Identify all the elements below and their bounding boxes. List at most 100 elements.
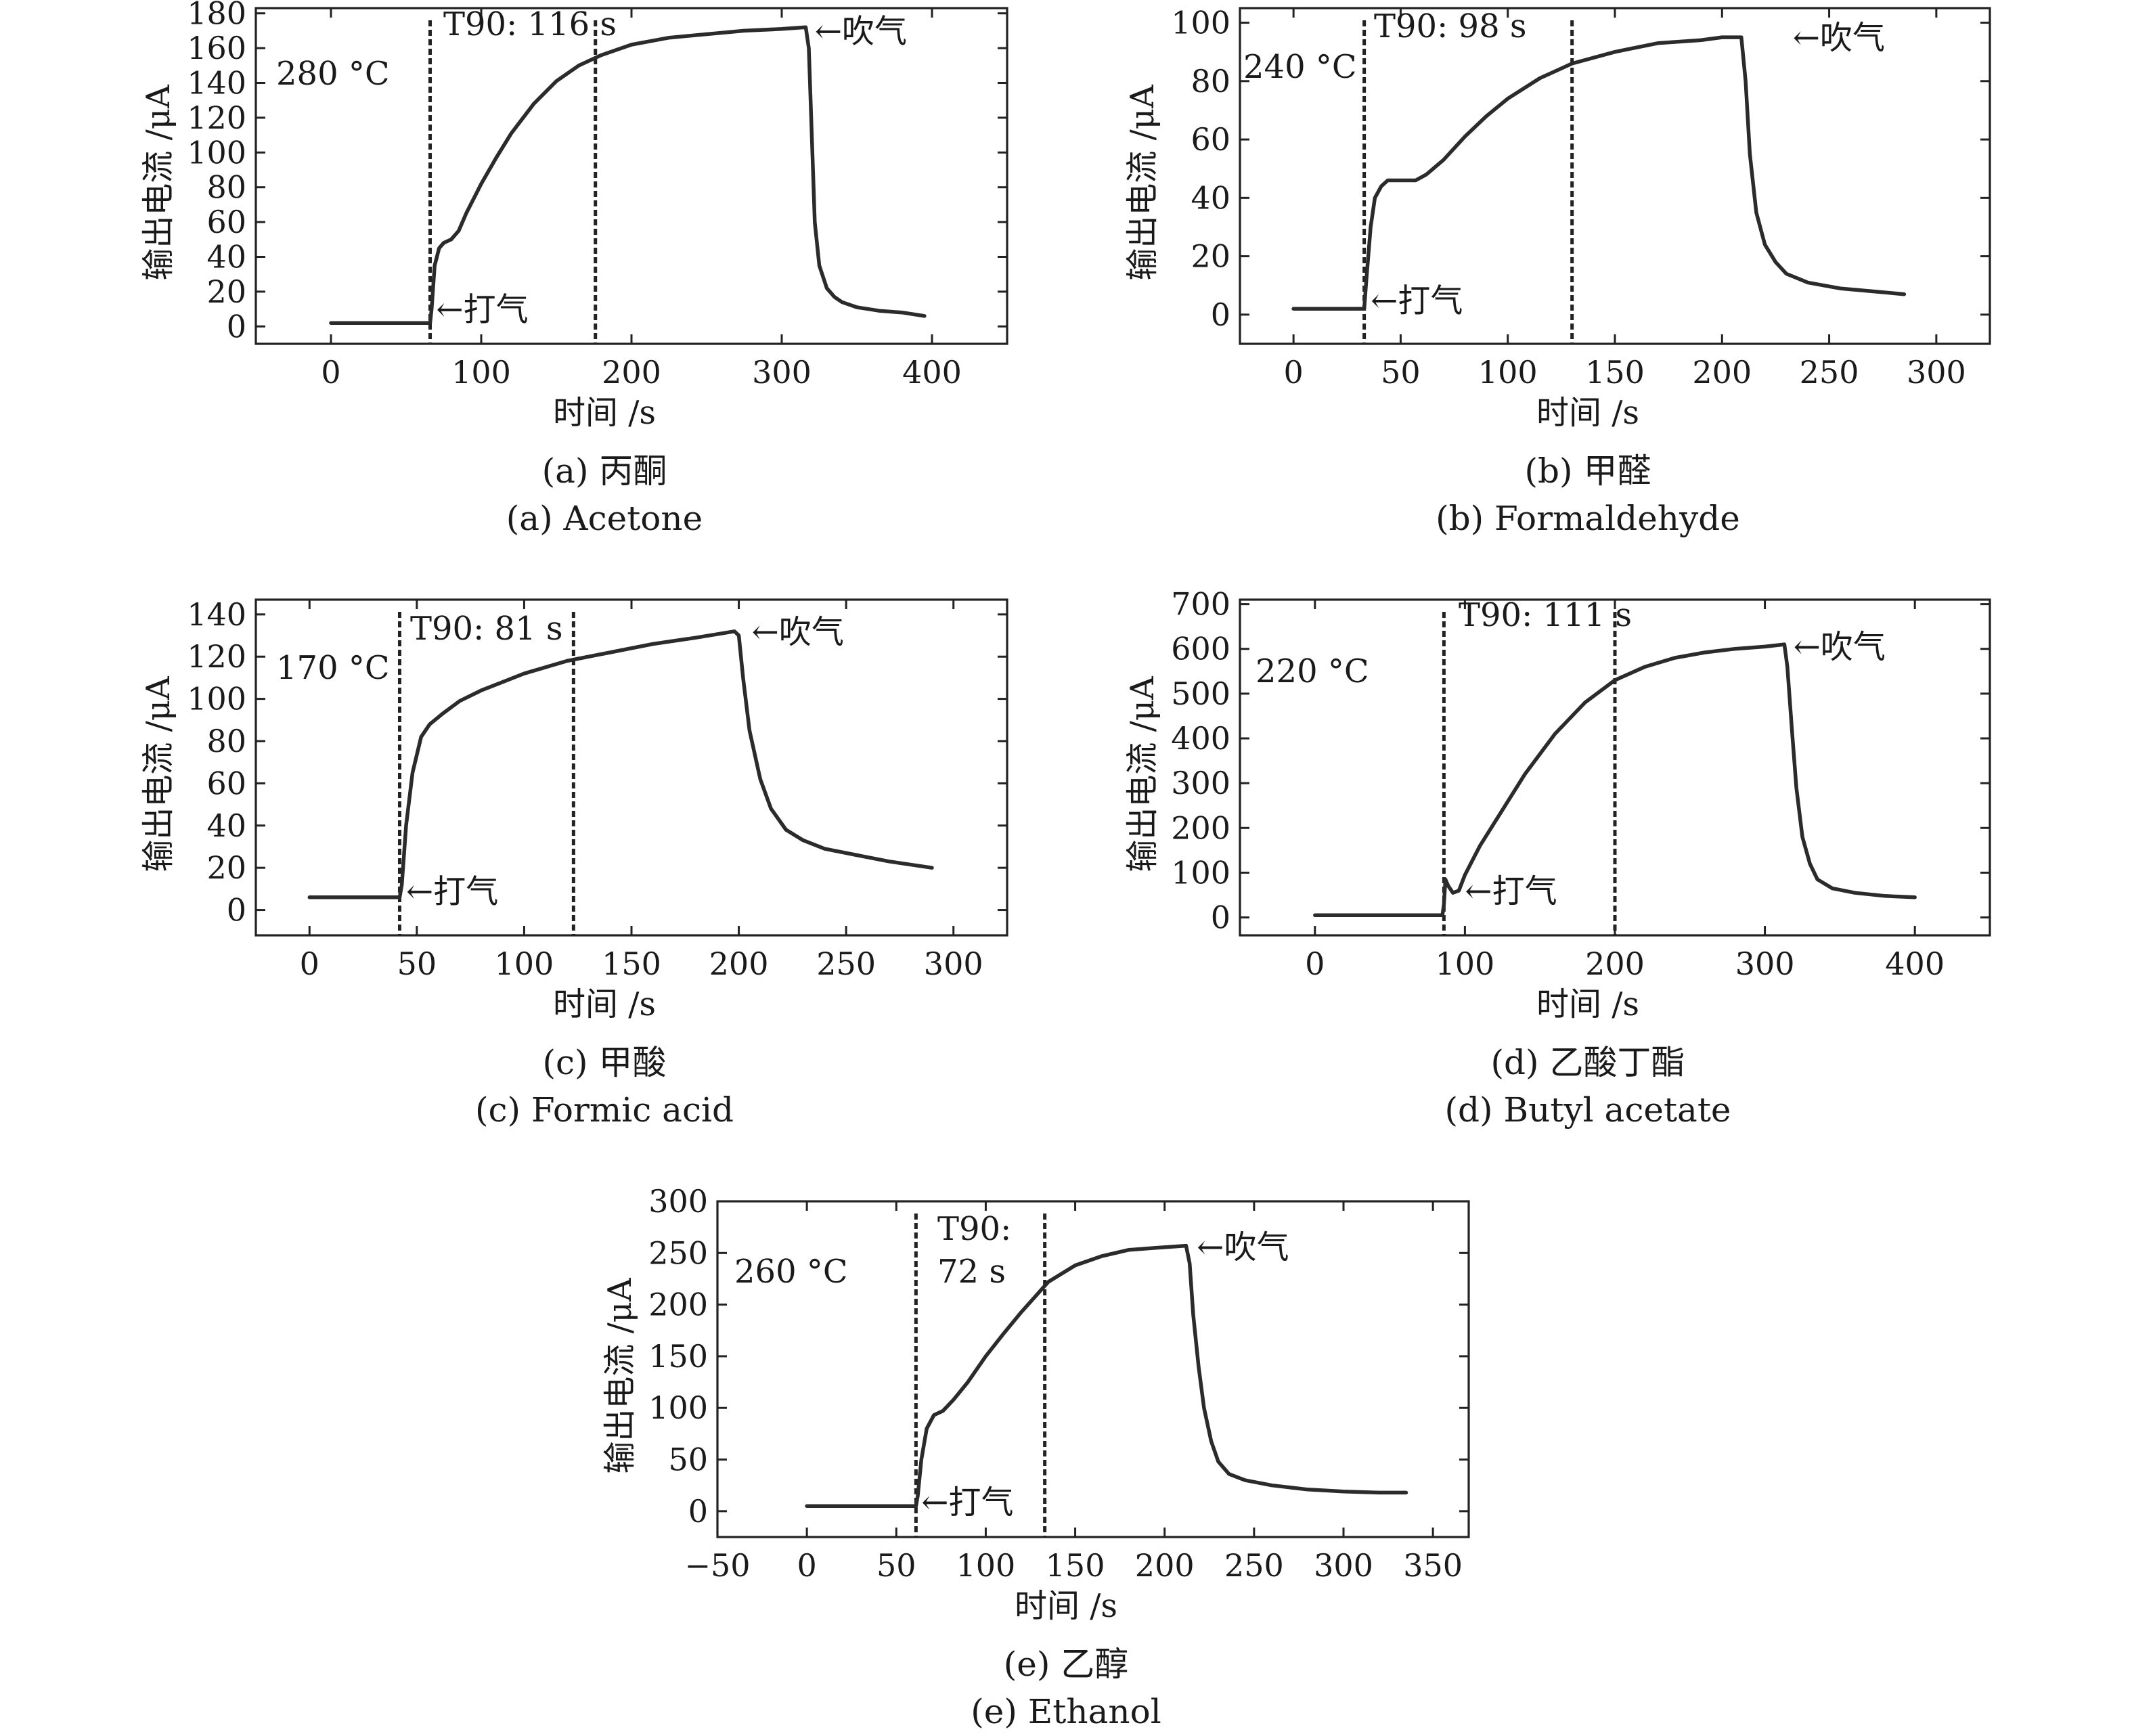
- y-axis-label: 输出电流 /μA: [601, 1277, 639, 1474]
- temperature-label: 280 °C: [276, 55, 390, 93]
- caption-chinese: (e) 乙醇: [1004, 1645, 1129, 1684]
- x-tick-label: 200: [709, 945, 769, 982]
- y-tick-label: 0: [688, 1493, 708, 1530]
- plot-frame: [716, 1200, 1470, 1538]
- purge-annotation: ←吹气: [1794, 628, 1886, 666]
- t90-label: T90: 98 s: [1374, 7, 1527, 45]
- x-tick-label: 100: [495, 945, 554, 982]
- x-tick-label: 0: [1305, 945, 1325, 982]
- x-tick-label: 200: [1692, 354, 1752, 391]
- y-tick-label: 400: [1171, 720, 1230, 757]
- x-tick-label: 200: [1135, 1547, 1195, 1584]
- x-tick-label: 300: [1907, 354, 1966, 391]
- x-axis-label: 时间 /s: [1536, 394, 1639, 432]
- x-tick-label: 100: [956, 1547, 1016, 1584]
- y-tick-label: 160: [187, 30, 246, 66]
- x-tick-label: 300: [752, 354, 812, 391]
- x-axis-label: 时间 /s: [553, 985, 656, 1023]
- x-axis-label: 时间 /s: [1015, 1587, 1117, 1625]
- x-tick-label: 50: [1381, 354, 1421, 391]
- purge-annotation: ←吹气: [752, 613, 844, 651]
- t90-label-line1: T90:: [937, 1210, 1011, 1248]
- y-tick-label: 300: [1171, 765, 1230, 801]
- x-tick-label: 250: [1800, 354, 1859, 391]
- inject-annotation: ←打气: [1371, 282, 1463, 319]
- y-tick-label: 0: [227, 892, 246, 929]
- x-tick-label: 0: [300, 945, 319, 982]
- y-tick-label: 40: [206, 239, 246, 275]
- y-tick-label: 100: [187, 681, 246, 717]
- caption-chinese: (a) 丙酮: [542, 451, 667, 491]
- x-tick-label: 250: [816, 945, 876, 982]
- temperature-label: 260 °C: [734, 1253, 848, 1291]
- chart-formic-acid: 0 50 100 150 200 250 300 0 20 40 60 80 100 120 140 时间 /…: [139, 596, 1008, 1130]
- y-tick-label: 100: [187, 134, 246, 171]
- temperature-label: 220 °C: [1256, 652, 1369, 690]
- response-curve: [307, 629, 934, 899]
- purge-annotation: ←吹气: [1793, 19, 1885, 57]
- x-tick-label: 0: [797, 1547, 817, 1584]
- y-axis-label: 输出电流 /μA: [1124, 84, 1161, 281]
- y-axis-label: 输出电流 /μA: [139, 84, 177, 281]
- y-tick-label: 100: [648, 1389, 708, 1426]
- y-tick-label: 40: [206, 807, 246, 844]
- caption-chinese: (d) 乙酸丁酯: [1491, 1043, 1685, 1082]
- y-tick-label: 300: [648, 1183, 708, 1220]
- y-tick-label: 80: [1191, 63, 1230, 99]
- purge-annotation: ←吹气: [1197, 1228, 1289, 1266]
- caption-chinese: (c) 甲酸: [543, 1043, 667, 1082]
- response-curve: [805, 1243, 1408, 1508]
- t90-label: T90: 81 s: [410, 610, 563, 648]
- caption-english: (c) Formic acid: [475, 1090, 734, 1130]
- y-tick-label: 20: [206, 849, 246, 886]
- inject-annotation: ←打气: [1465, 872, 1557, 910]
- y-tick-label: 120: [187, 638, 246, 675]
- t90-label-line2: 72 s: [937, 1253, 1006, 1291]
- x-tick-label: 150: [1585, 354, 1645, 391]
- x-tick-label: 150: [602, 945, 661, 982]
- y-tick-label: 700: [1171, 586, 1230, 623]
- inject-annotation: ←打气: [436, 291, 528, 329]
- x-tick-label: 200: [1585, 945, 1645, 982]
- y-tick-label: 60: [1191, 121, 1230, 158]
- y-tick-label: 60: [206, 765, 246, 801]
- y-tick-label: 0: [227, 308, 246, 344]
- caption-english: (e) Ethanol: [971, 1692, 1161, 1731]
- x-tick-label: 300: [1314, 1547, 1373, 1584]
- y-tick-label: 80: [206, 169, 246, 206]
- purge-annotation: ←吹气: [815, 12, 907, 50]
- x-axis-label: 时间 /s: [1536, 985, 1639, 1023]
- chart-butyl-acetate: 0 100 200 300 400 0 100 200 300 400 500 600 700 时间 /s…: [1124, 586, 1991, 1130]
- y-tick-label: 20: [1191, 238, 1230, 275]
- y-tick-label: 40: [1191, 179, 1230, 216]
- y-tick-label: 250: [648, 1234, 708, 1271]
- x-tick-label: 400: [902, 354, 962, 391]
- y-axis-label: 输出电流 /μA: [1124, 675, 1161, 872]
- chart-acetone: 0 100 200 300 400020406080100120140160180时间 …: [139, 0, 1008, 538]
- x-tick-label: −50: [684, 1547, 750, 1584]
- temperature-label: 240 °C: [1243, 48, 1357, 86]
- x-tick-label: 300: [1735, 945, 1795, 982]
- x-tick-label: 250: [1224, 1547, 1284, 1584]
- x-tick-label: 100: [451, 354, 511, 391]
- inject-annotation: ←打气: [921, 1484, 1013, 1521]
- y-tick-label: 140: [187, 65, 246, 102]
- y-axis-label: 输出电流 /μA: [139, 675, 177, 872]
- caption-english: (a) Acetone: [506, 499, 703, 538]
- y-tick-label: 140: [187, 596, 246, 633]
- y-tick-label: 200: [1171, 809, 1230, 846]
- response-curve: [329, 25, 927, 325]
- x-tick-label: 200: [602, 354, 661, 391]
- y-tick-label: 600: [1171, 631, 1230, 667]
- y-tick-label: 150: [648, 1338, 708, 1375]
- y-tick-label: 0: [1211, 296, 1230, 333]
- caption-english: (b) Formaldehyde: [1436, 499, 1740, 538]
- x-tick-label: 0: [1284, 354, 1304, 391]
- inject-annotation: ←打气: [406, 872, 498, 910]
- x-tick-label: 150: [1046, 1547, 1105, 1584]
- caption-english: (d) Butyl acetate: [1444, 1090, 1731, 1130]
- x-tick-label: 100: [1478, 354, 1538, 391]
- y-tick-label: 20: [206, 273, 246, 310]
- x-tick-label: 300: [924, 945, 983, 982]
